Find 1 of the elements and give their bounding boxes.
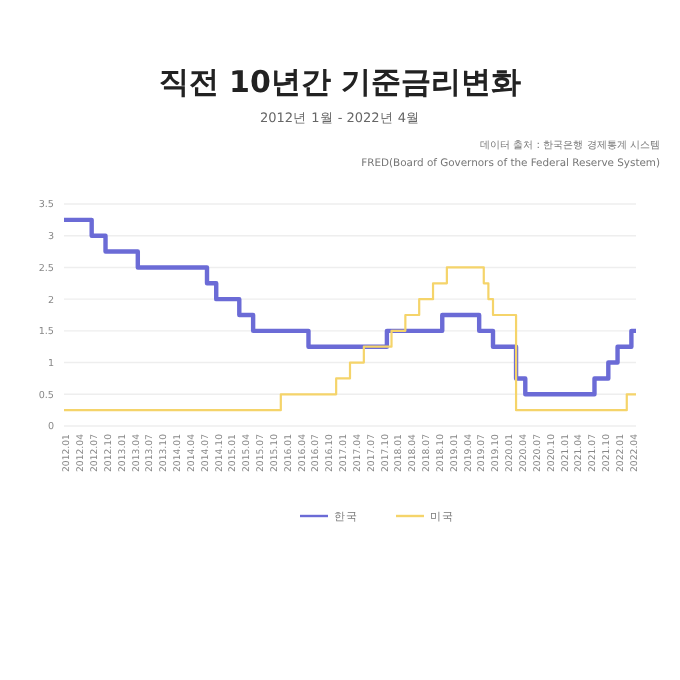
chart-title: 직전 10년간 기준금리변화 <box>158 64 522 100</box>
